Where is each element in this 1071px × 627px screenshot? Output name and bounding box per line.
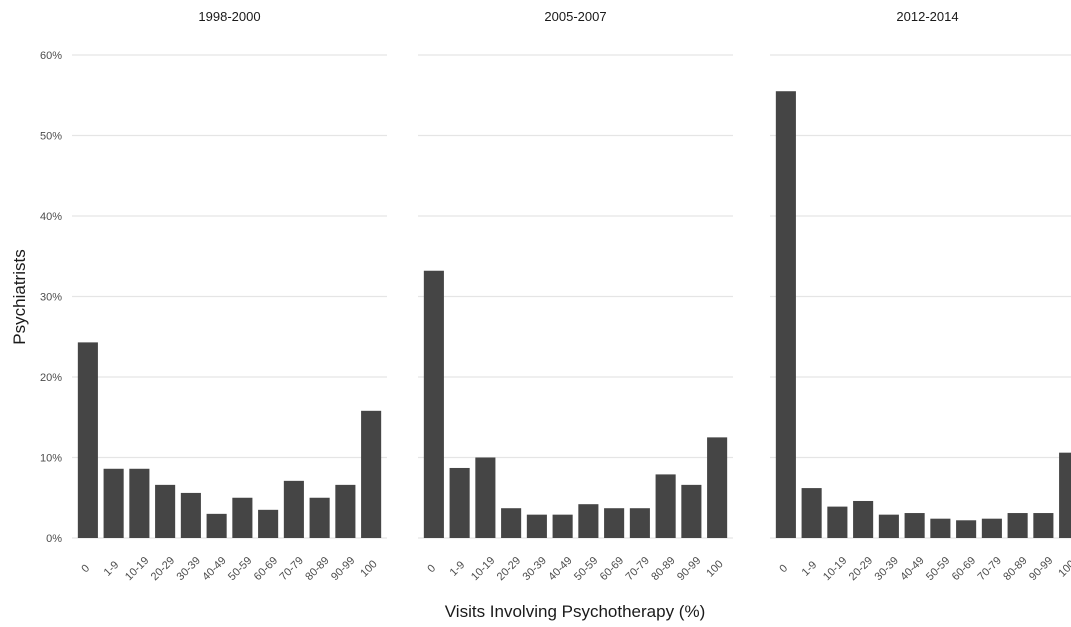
bar — [578, 504, 599, 538]
panel-title: 2005-2007 — [544, 9, 606, 24]
y-tick-label: 10% — [40, 453, 62, 465]
bar — [309, 497, 330, 538]
y-axis-title: Psychiatrists — [10, 249, 29, 344]
bar — [1033, 513, 1054, 538]
bar — [853, 500, 874, 538]
bar — [775, 91, 796, 538]
bar — [361, 410, 382, 538]
y-tick-label: 20% — [40, 372, 62, 384]
bar — [707, 437, 728, 538]
x-tick-label: 20-29 — [495, 555, 523, 583]
x-tick-label: 0 — [79, 562, 92, 575]
bar — [878, 514, 899, 538]
bar — [930, 518, 951, 538]
x-tick-label: 40-49 — [546, 555, 574, 583]
bar — [129, 468, 150, 538]
y-tick-label: 40% — [40, 211, 62, 223]
x-tick-label: 70-79 — [624, 555, 652, 583]
bar — [335, 484, 356, 538]
bar — [232, 497, 253, 538]
x-tick-label: 20-29 — [149, 555, 177, 583]
bar — [103, 468, 124, 538]
bar — [180, 492, 201, 538]
x-tick-label: 70-79 — [976, 555, 1004, 583]
x-tick-label: 10-19 — [821, 555, 849, 583]
panel-title: 1998-2000 — [198, 9, 260, 24]
bar — [526, 514, 547, 538]
x-tick-label: 0 — [777, 562, 790, 575]
x-tick-label: 40-49 — [898, 555, 926, 583]
bar — [1059, 452, 1071, 538]
x-tick-label: 60-69 — [950, 555, 978, 583]
y-tick-label: 50% — [40, 131, 62, 143]
x-tick-label: 30-39 — [873, 555, 901, 583]
bar — [501, 508, 522, 538]
x-tick-label: 10-19 — [123, 555, 151, 583]
bar — [904, 513, 925, 538]
x-tick-label: 50-59 — [226, 555, 254, 583]
x-tick-label: 60-69 — [598, 555, 626, 583]
bar — [981, 518, 1002, 538]
panel-title: 2012-2014 — [896, 9, 958, 24]
x-tick-label: 70-79 — [278, 555, 306, 583]
bar — [552, 514, 573, 538]
x-tick-label: 90-99 — [675, 555, 703, 583]
x-tick-label: 90-99 — [329, 555, 357, 583]
x-tick-label: 60-69 — [252, 555, 280, 583]
x-tick-label: 100 — [704, 558, 725, 579]
y-tick-label: 0% — [46, 533, 62, 545]
bar — [258, 509, 279, 538]
bar — [206, 513, 227, 538]
x-tick-label: 20-29 — [847, 555, 875, 583]
x-tick-label: 50-59 — [572, 555, 600, 583]
bar — [827, 506, 848, 538]
bar — [449, 467, 470, 538]
x-tick-label: 1-9 — [102, 559, 122, 579]
bar — [475, 457, 496, 538]
x-tick-label: 10-19 — [469, 555, 497, 583]
bar — [283, 480, 304, 538]
bar — [77, 342, 98, 538]
bar — [681, 484, 702, 538]
x-tick-label: 30-39 — [175, 555, 203, 583]
bar — [655, 474, 676, 538]
x-tick-label: 30-39 — [521, 555, 549, 583]
x-tick-label: 100 — [1056, 558, 1071, 579]
x-tick-label: 0 — [425, 562, 438, 575]
bar — [155, 484, 176, 538]
x-tick-label: 80-89 — [649, 555, 677, 583]
bar — [423, 270, 444, 538]
x-axis-title: Visits Involving Psychotherapy (%) — [445, 602, 705, 621]
bar — [1007, 513, 1028, 538]
bar — [629, 508, 650, 538]
bar — [604, 508, 625, 538]
grid-layer — [72, 54, 1071, 539]
y-tick-label: 30% — [40, 292, 62, 304]
x-tick-label: 90-99 — [1027, 555, 1055, 583]
bar — [801, 488, 822, 538]
x-tick-label: 100 — [358, 558, 379, 579]
x-tick-label: 80-89 — [303, 555, 331, 583]
x-tick-label: 40-49 — [200, 555, 228, 583]
x-tick-label: 1-9 — [800, 559, 820, 579]
x-tick-label: 50-59 — [924, 555, 952, 583]
x-tick-label: 80-89 — [1001, 555, 1029, 583]
bar — [956, 520, 977, 538]
x-tick-label: 1-9 — [448, 559, 468, 579]
bar-layer — [77, 91, 1071, 538]
y-tick-label: 60% — [40, 50, 62, 62]
